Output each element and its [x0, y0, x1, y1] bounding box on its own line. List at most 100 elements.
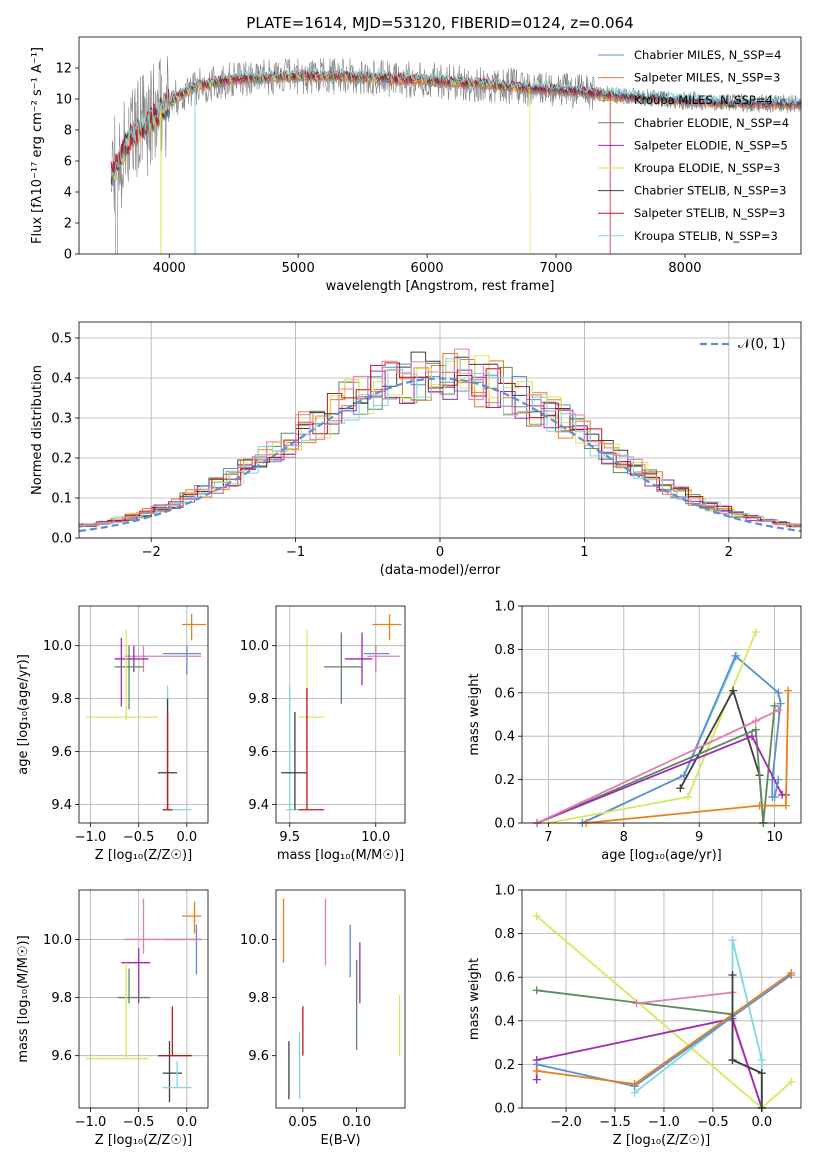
y-tick-label: 0.6	[494, 971, 515, 986]
weight-marker	[630, 1080, 639, 1089]
x-tick-label: −2.0	[550, 1115, 582, 1130]
y-tick-label: 0.0	[494, 817, 515, 832]
axes-layer	[75, 36, 802, 1112]
y-tick-label: 2	[64, 217, 72, 232]
x-axis-label: wavelength [Angstrom, rest frame]	[326, 279, 555, 294]
y-tick-label: 10.0	[240, 639, 269, 654]
legend-label: Kroupa MILES, N_SSP=4	[634, 93, 773, 107]
x-axis-label: (data-model)/error	[380, 563, 501, 578]
x-tick-label: 9	[695, 830, 703, 845]
y-tick-label: 4	[64, 186, 72, 201]
y-tick-label: 12	[55, 62, 72, 77]
weight-marker	[776, 699, 785, 708]
axes-frame	[78, 36, 802, 255]
weight-marker	[774, 688, 783, 697]
weight-marker	[751, 725, 760, 734]
weight-marker	[728, 1056, 737, 1065]
x-tick-label: −1	[286, 545, 305, 560]
spectrum-lines	[110, 56, 801, 254]
y-tick-label: 9.6	[51, 1049, 72, 1064]
y-tick-label: 0	[64, 248, 72, 263]
y-tick-label: 9.6	[248, 745, 269, 760]
weight-line	[548, 631, 757, 824]
y-tick-label: 0.2	[494, 1058, 515, 1073]
y-tick-label: 1.0	[494, 600, 515, 615]
x-tick-label: 5000	[282, 261, 315, 276]
weight-marker	[774, 706, 783, 715]
x-tick-label: −1.0	[75, 830, 107, 845]
x-tick-label: 1	[580, 545, 588, 560]
y-tick-label: 0.3	[51, 412, 72, 427]
axes-frame	[521, 889, 802, 1109]
y-axis-label: mass weight	[467, 958, 482, 1040]
weight-marker	[532, 986, 541, 995]
x-tick-label: −2	[142, 545, 161, 560]
x-tick-label: 0.0	[176, 1115, 197, 1130]
chart-title: PLATE=1614, MJD=53120, FIBERID=0124, z=0…	[246, 14, 633, 32]
x-tick-label: 8	[620, 830, 628, 845]
weight-line	[535, 1017, 763, 1109]
weight-marker	[757, 1069, 766, 1078]
y-tick-label: 0.4	[494, 730, 515, 745]
x-tick-label: 10.0	[361, 830, 390, 845]
weight-marker	[751, 717, 760, 726]
x-tick-label: 0.10	[342, 1115, 371, 1130]
model-spectrum	[110, 68, 801, 180]
y-tick-label: 0.2	[51, 452, 72, 467]
weight-marker	[787, 968, 796, 977]
normal-curve	[79, 377, 801, 533]
legend-label: Kroupa STELIB, N_SSP=3	[634, 229, 778, 243]
y-tick-label: 9.8	[51, 692, 72, 707]
y-tick-label: 10.0	[43, 933, 72, 948]
weight-marker	[532, 912, 541, 921]
weight-marker	[632, 999, 641, 1008]
x-tick-label: −0.5	[123, 1115, 155, 1130]
y-tick-label: 0.0	[51, 532, 72, 547]
y-axis-label: age [log₁₀(age/yr)]	[16, 654, 31, 775]
y-tick-label: 9.4	[51, 798, 72, 813]
y-tick-label: 0.8	[494, 643, 515, 658]
weight-marker	[784, 686, 793, 695]
weight-marker	[770, 701, 779, 710]
x-tick-label: 6000	[411, 261, 444, 276]
x-axis-label: mass [log₁₀(M/M☉)]	[277, 848, 404, 863]
x-tick-label: 2	[725, 545, 733, 560]
x-tick-label: 0.05	[288, 1115, 317, 1130]
axes-frame	[275, 605, 406, 824]
x-tick-label: 0	[436, 545, 444, 560]
x-axis-label: age [log₁₀(age/yr)]	[601, 848, 722, 863]
y-tick-label: 0.4	[51, 372, 72, 387]
axes-frame	[275, 889, 406, 1109]
y-tick-label: 9.4	[248, 798, 269, 813]
y-tick-label: 10.0	[240, 933, 269, 948]
weight-line	[536, 989, 763, 1108]
y-axis-label: Normed distribution	[30, 365, 45, 495]
y-axis-label: Flux [fλ10⁻¹⁷ erg cm⁻² s⁻¹ A⁻¹]	[30, 47, 45, 244]
x-tick-label: −0.5	[697, 1115, 729, 1130]
y-axis-label: mass [log₁₀(M/M☉)]	[16, 935, 31, 1062]
y-tick-label: 9.6	[248, 1049, 269, 1064]
weight-marker	[770, 792, 779, 801]
x-tick-label: −1.0	[75, 1115, 107, 1130]
weight-marker	[532, 1075, 541, 1084]
weight-line	[581, 655, 738, 824]
weight-line	[731, 975, 763, 1108]
x-tick-label: 9.5	[279, 830, 300, 845]
x-tick-label: 7	[544, 830, 552, 845]
weight-marker	[755, 801, 764, 810]
y-axis-label: mass weight	[467, 673, 482, 755]
weight-marker	[676, 784, 685, 793]
x-tick-label: −1.0	[648, 1115, 680, 1130]
weight-marker	[774, 775, 783, 784]
x-tick-label: 0.0	[176, 830, 197, 845]
weight-line	[634, 939, 763, 1108]
y-tick-label: 0.8	[494, 927, 515, 942]
residual-histogram	[79, 348, 801, 528]
y-tick-label: 0.2	[494, 773, 515, 788]
weight-marker	[747, 732, 756, 741]
axes-frame	[78, 889, 209, 1109]
y-tick-label: 6	[64, 155, 72, 170]
y-tick-label: 9.6	[51, 745, 72, 760]
y-tick-label: 10.0	[43, 639, 72, 654]
